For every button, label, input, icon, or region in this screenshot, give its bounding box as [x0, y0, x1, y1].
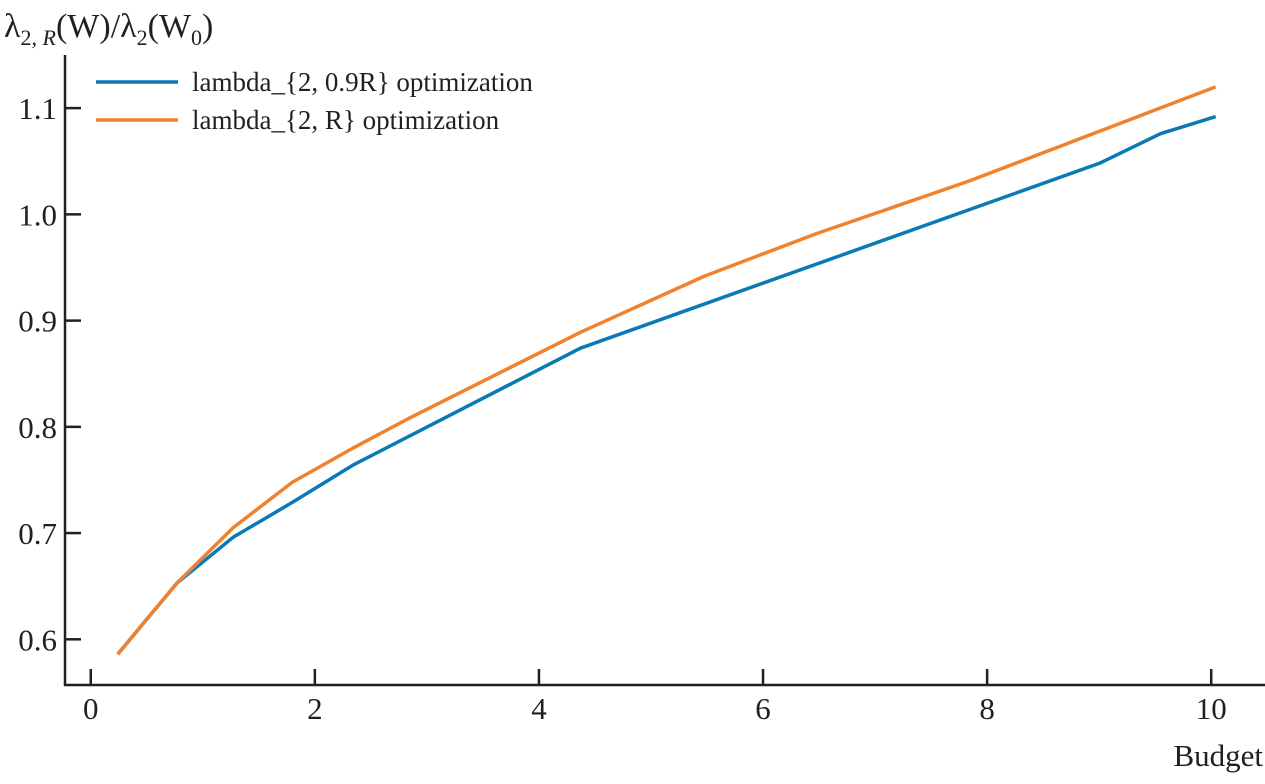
y-tick-label: 0.6 — [18, 622, 57, 657]
y-tick-label: 1.1 — [18, 91, 57, 126]
x-axis-label: Budget — [1173, 738, 1263, 773]
x-tick-label: 2 — [307, 691, 323, 726]
x-tick-label: 8 — [979, 691, 995, 726]
y-label-mid2: (W — [147, 8, 192, 45]
legend-label-1: lambda_{2, R} optimization — [192, 105, 500, 135]
y-label-sub1-r: R — [42, 24, 56, 50]
y-tick-label: 0.8 — [18, 410, 57, 445]
y-axis-label: λ2, R(W)/λ2(W0) — [4, 8, 213, 51]
series-line-1 — [116, 85, 1217, 656]
x-tick-label: 10 — [1196, 691, 1227, 726]
y-label-lambda: λ — [4, 8, 21, 45]
y-label-mid: (W)/λ — [55, 8, 137, 45]
x-tick-label: 6 — [755, 691, 771, 726]
y-label-sub2: 2 — [136, 24, 148, 50]
x-tick-label: 4 — [531, 691, 547, 726]
y-label-end: ) — [202, 8, 214, 45]
y-label-sub3: 0 — [191, 24, 203, 50]
x-tick-label: 0 — [83, 691, 99, 726]
y-label-sub1: 2, — [20, 24, 43, 50]
series-line-0 — [116, 114, 1217, 656]
y-tick-label: 0.9 — [18, 304, 57, 339]
y-tick-label: 0.7 — [18, 516, 57, 551]
y-tick-label: 1.0 — [18, 197, 57, 232]
legend-label-0: lambda_{2, 0.9R} optimization — [192, 67, 533, 97]
